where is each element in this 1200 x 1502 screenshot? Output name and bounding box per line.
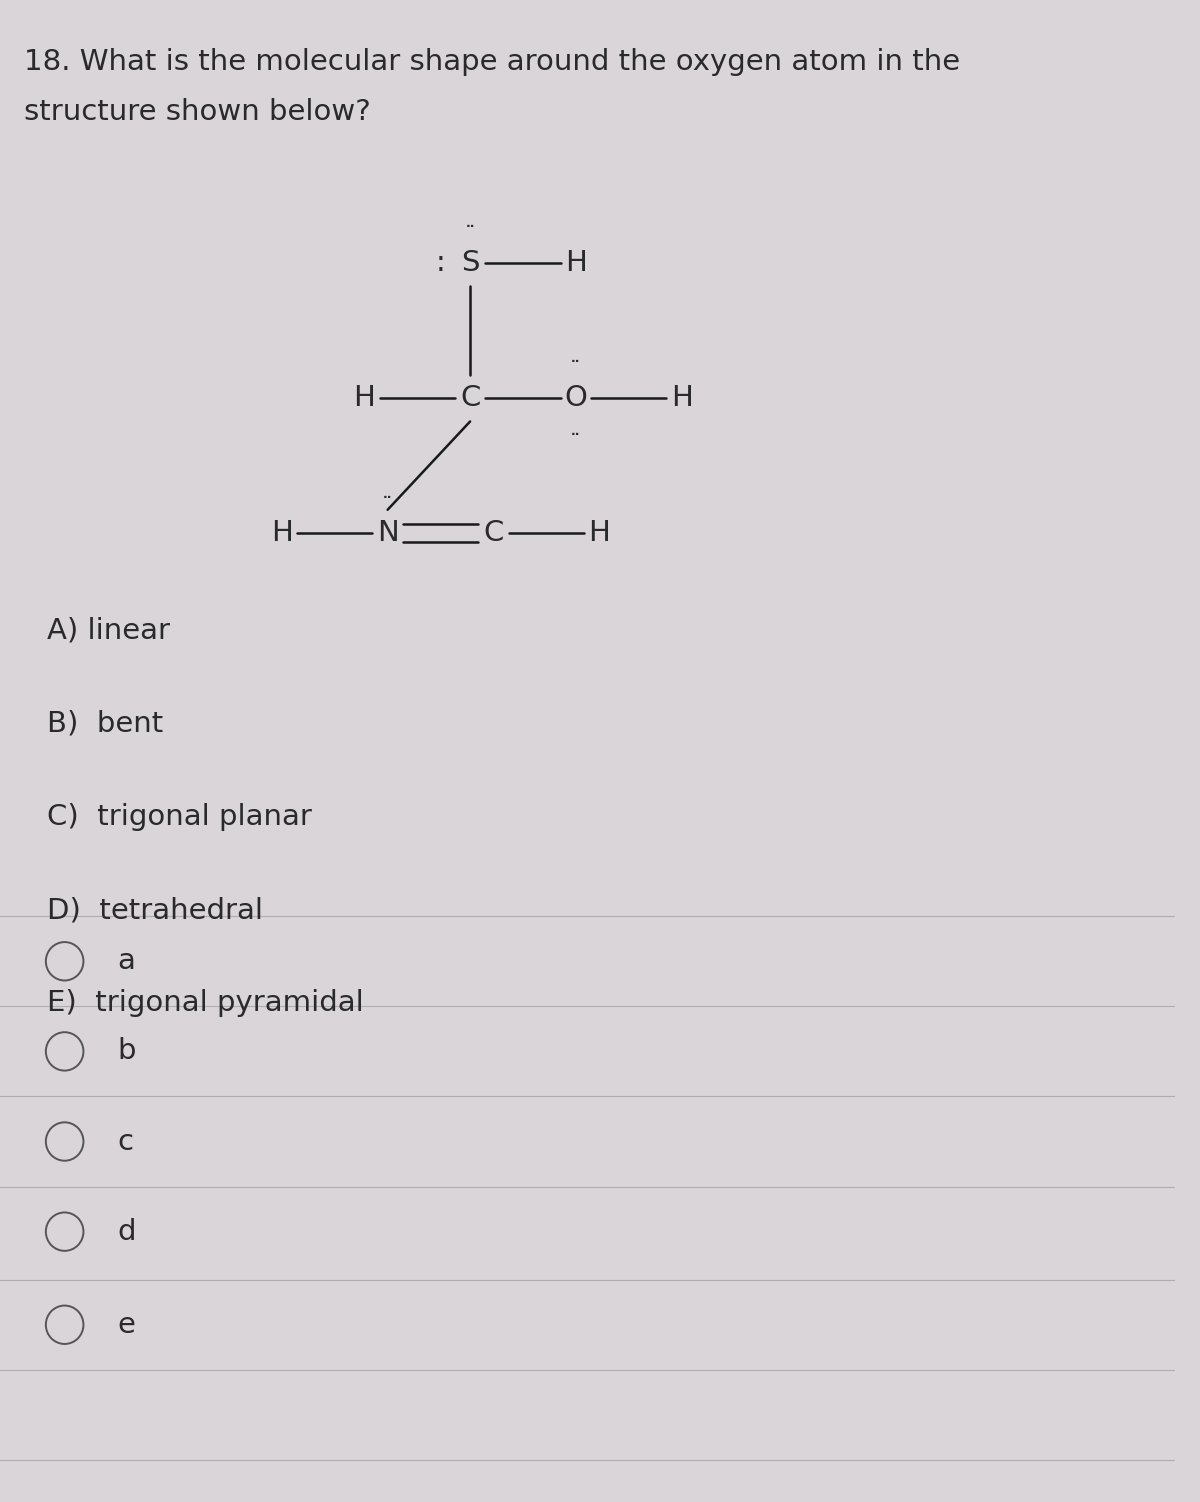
- Text: H: H: [671, 385, 692, 412]
- Text: e: e: [118, 1311, 136, 1338]
- Text: a: a: [118, 948, 136, 975]
- Text: D)  tetrahedral: D) tetrahedral: [47, 897, 263, 924]
- Text: C)  trigonal planar: C) trigonal planar: [47, 804, 312, 831]
- Text: C: C: [484, 520, 504, 547]
- Text: N: N: [377, 520, 398, 547]
- Text: ··: ··: [383, 491, 392, 503]
- Text: O: O: [564, 385, 587, 412]
- Text: H: H: [353, 385, 376, 412]
- Text: C: C: [460, 385, 480, 412]
- Text: H: H: [271, 520, 293, 547]
- Text: B)  bent: B) bent: [47, 710, 163, 737]
- Text: H: H: [588, 520, 610, 547]
- Text: A) linear: A) linear: [47, 617, 170, 644]
- Text: :: :: [436, 249, 445, 276]
- Text: ··: ··: [571, 356, 581, 368]
- Text: E)  trigonal pyramidal: E) trigonal pyramidal: [47, 990, 364, 1017]
- Text: 18. What is the molecular shape around the oxygen atom in the: 18. What is the molecular shape around t…: [24, 48, 960, 77]
- Text: c: c: [118, 1128, 133, 1155]
- Text: ··: ··: [466, 221, 475, 233]
- Text: structure shown below?: structure shown below?: [24, 98, 371, 126]
- Text: H: H: [565, 249, 587, 276]
- Text: d: d: [118, 1218, 136, 1245]
- Text: S: S: [461, 249, 479, 276]
- Text: ··: ··: [571, 428, 581, 440]
- Text: b: b: [118, 1038, 136, 1065]
